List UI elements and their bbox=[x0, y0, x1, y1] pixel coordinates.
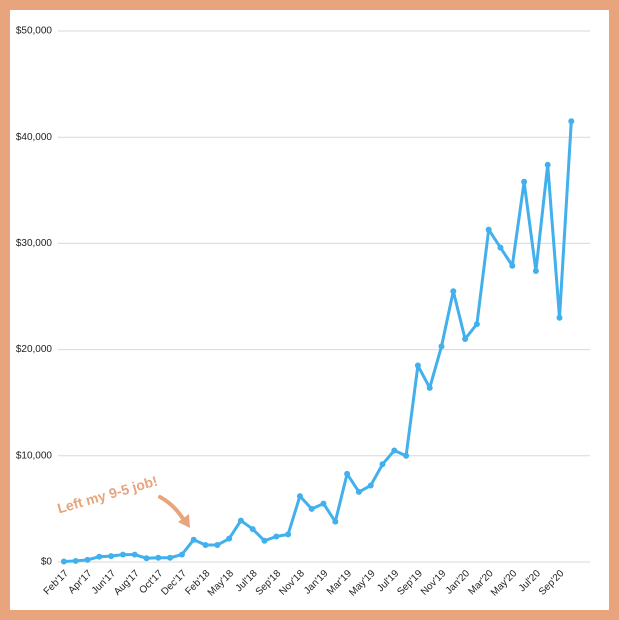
data-point bbox=[367, 482, 374, 489]
data-point bbox=[178, 551, 185, 558]
annotation-arrowhead bbox=[178, 514, 190, 528]
data-point bbox=[249, 526, 256, 533]
data-point bbox=[202, 542, 209, 549]
data-point bbox=[414, 362, 421, 369]
data-point bbox=[296, 493, 303, 500]
data-point bbox=[119, 551, 126, 558]
data-point bbox=[261, 537, 268, 544]
data-point bbox=[108, 553, 115, 560]
data-point bbox=[556, 314, 563, 321]
data-point bbox=[60, 558, 67, 565]
data-point bbox=[485, 226, 492, 233]
data-point bbox=[391, 447, 398, 454]
y-tick-label: $30,000 bbox=[16, 238, 53, 249]
data-point bbox=[131, 551, 138, 558]
data-point bbox=[473, 321, 480, 328]
data-point bbox=[190, 536, 197, 543]
data-point bbox=[344, 470, 351, 477]
data-point bbox=[532, 268, 539, 275]
data-point bbox=[84, 556, 91, 563]
data-point bbox=[403, 452, 410, 459]
data-point bbox=[521, 178, 528, 185]
data-point bbox=[426, 384, 433, 391]
data-point bbox=[143, 555, 150, 562]
y-tick-label: $0 bbox=[41, 557, 53, 568]
data-point bbox=[155, 554, 162, 561]
data-point bbox=[226, 535, 233, 542]
data-point bbox=[320, 500, 327, 507]
data-point bbox=[355, 488, 362, 495]
data-point bbox=[450, 288, 457, 295]
data-point bbox=[462, 335, 469, 342]
data-point bbox=[332, 518, 339, 525]
data-point bbox=[497, 244, 504, 251]
y-tick-label: $10,000 bbox=[16, 450, 53, 461]
y-tick-label: $40,000 bbox=[16, 132, 53, 143]
data-point bbox=[509, 262, 516, 269]
data-point bbox=[96, 553, 103, 560]
data-point bbox=[237, 517, 244, 524]
data-point bbox=[167, 554, 174, 561]
data-point bbox=[214, 542, 221, 549]
data-point bbox=[544, 161, 551, 168]
data-point bbox=[72, 557, 79, 564]
y-tick-label: $20,000 bbox=[16, 344, 53, 355]
data-point bbox=[568, 118, 575, 125]
data-point bbox=[438, 343, 445, 350]
data-point bbox=[273, 533, 280, 540]
data-point bbox=[308, 505, 315, 512]
data-point bbox=[285, 531, 292, 538]
y-tick-label: $50,000 bbox=[16, 26, 53, 37]
data-point bbox=[379, 461, 386, 468]
